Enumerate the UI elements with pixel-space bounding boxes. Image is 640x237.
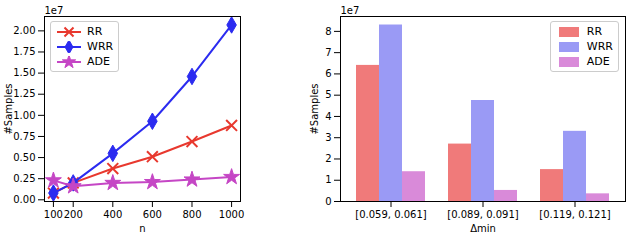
svg-text:Δmin: Δmin (470, 223, 496, 234)
svg-text:600: 600 (143, 209, 162, 220)
html-text:WRR: WRR (586, 40, 613, 53)
svg-text:1.50: 1.50 (13, 67, 35, 78)
svg-text:1.75: 1.75 (13, 46, 35, 57)
html-text:ADE: ADE (87, 55, 110, 68)
svg-text:400: 400 (103, 209, 122, 220)
html-text:RR: RR (87, 25, 103, 38)
svg-text:2: 2 (325, 153, 331, 164)
html-text:ADE: ADE (586, 55, 610, 68)
svg-text:0.75: 0.75 (13, 131, 35, 142)
svg-text:[0.089, 0.091]: [0.089, 0.091] (447, 209, 519, 220)
svg-text:1.25: 1.25 (13, 88, 35, 99)
html-text:WRR: WRR (87, 40, 114, 53)
svg-text:4: 4 (325, 111, 331, 122)
svg-text:3: 3 (325, 132, 331, 143)
svg-text:n: n (139, 223, 145, 234)
svg-text:1e7: 1e7 (341, 5, 360, 16)
svg-text:1: 1 (325, 174, 331, 185)
svg-text:7: 7 (325, 47, 331, 58)
html-text:RR: RR (586, 25, 603, 38)
svg-text:200: 200 (64, 209, 83, 220)
svg-text:#Samples: #Samples (3, 83, 14, 134)
svg-text:8: 8 (325, 26, 331, 37)
svg-text:5: 5 (325, 89, 331, 100)
svg-text:#Samples: #Samples (309, 83, 320, 134)
svg-text:0.00: 0.00 (13, 194, 35, 205)
svg-text:[0.119, 0.121]: [0.119, 0.121] (539, 209, 611, 220)
svg-text:1e7: 1e7 (45, 5, 64, 16)
svg-text:0: 0 (325, 196, 331, 207)
svg-text:800: 800 (182, 209, 201, 220)
svg-text:6: 6 (325, 68, 331, 79)
svg-text:1000: 1000 (219, 209, 244, 220)
svg-text:[0.059, 0.061]: [0.059, 0.061] (355, 209, 427, 220)
svg-text:2.00: 2.00 (13, 25, 35, 36)
svg-text:1.00: 1.00 (13, 110, 35, 121)
svg-text:0.25: 0.25 (13, 173, 35, 184)
svg-text:0.50: 0.50 (13, 152, 35, 163)
svg-text:100: 100 (44, 209, 63, 220)
